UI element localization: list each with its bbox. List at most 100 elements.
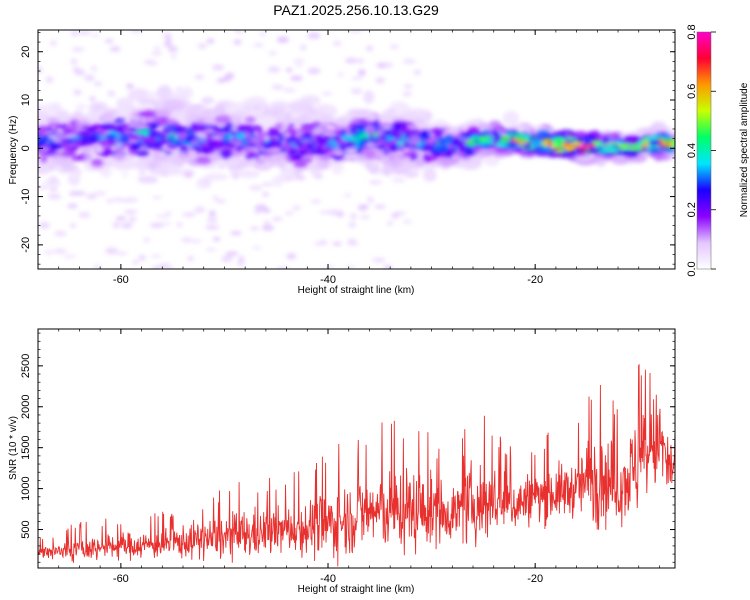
heatmap-cell [536,130,551,140]
heatmap-speckle [163,42,173,47]
heatmap-speckle [236,259,245,267]
spectrogram-x-tick-label: -60 [113,274,129,286]
heatmap-cell [322,131,335,137]
heatmap-speckle [283,88,296,93]
heatmap-speckle [208,210,217,217]
heatmap-speckle [194,131,207,137]
heatmap-cell [316,149,327,156]
heatmap-speckle [123,209,138,215]
heatmap-cell [110,145,117,152]
heatmap-cell [366,127,375,135]
heatmap-cell [101,112,114,123]
heatmap-cell [357,132,367,140]
heatmap-cell [236,125,246,133]
heatmap-speckle [160,222,172,226]
heatmap-speckle [249,226,260,231]
heatmap-cell [303,139,310,144]
heatmap-cell [320,139,330,144]
heatmap-speckle [104,39,114,43]
heatmap-speckle [116,251,128,256]
heatmap-speckle [115,216,127,221]
snr-y-tick-label: 1000 [20,476,32,500]
heatmap-speckle [71,47,85,52]
heatmap-speckle [157,151,167,157]
heatmap-speckle [402,58,416,65]
spectrogram-panel: -60 -40 -20 -20 -10 0 10 20 Height of straight … [8,29,676,296]
heatmap-speckle [206,217,219,223]
heatmap-cell [604,144,616,153]
heatmap-speckle [295,63,303,68]
heatmap-speckle [292,124,303,129]
heatmap-cell [71,155,87,161]
heatmap-cell [554,137,564,145]
heatmap-cell [40,155,48,163]
spectrogram-y-axis-label: Frequency (Hz) [8,116,19,185]
heatmap-speckle [345,57,358,64]
heatmap-speckle [299,44,307,51]
snr-background [38,329,675,568]
heatmap-cell [224,127,232,133]
heatmap-cell [101,143,110,151]
heatmap-cell [234,109,249,117]
heatmap-cell [201,96,215,105]
heatmap-speckle [89,95,96,103]
heatmap-speckle [254,207,262,215]
spectrogram-y-tick-label: 10 [20,94,32,106]
heatmap-speckle [285,68,293,73]
heatmap-speckle [233,30,244,33]
heatmap-cell [195,156,212,165]
heatmap-speckle [292,59,306,63]
heatmap-speckle [46,133,58,141]
heatmap-speckle [391,177,406,183]
heatmap-cell [346,140,356,147]
heatmap-cell [62,163,80,173]
heatmap-cell [433,144,442,151]
heatmap-speckle [259,31,266,37]
heatmap-speckle [366,45,373,52]
heatmap-cell [412,130,420,136]
heatmap-speckle [216,199,227,204]
heatmap-cell [84,136,93,141]
heatmap-speckle [262,147,272,153]
heatmap-speckle [170,53,177,59]
heatmap-speckle [85,193,97,200]
heatmap-speckle [212,237,221,242]
heatmap-speckle [132,260,139,265]
heatmap-speckle [38,104,43,110]
heatmap-cell [572,140,583,146]
heatmap-speckle [151,195,163,199]
heatmap-speckle [105,247,118,255]
heatmap-cell [370,120,381,128]
colorbar-tick-label: 0.0 [686,261,698,276]
heatmap-cell [137,98,159,107]
heatmap-cell [404,131,412,135]
heatmap-speckle [138,254,146,261]
heatmap-cell [352,123,367,130]
heatmap-speckle [263,134,271,141]
heatmap-cell [651,121,667,133]
heatmap-speckle [252,131,260,136]
heatmap-cell [244,116,256,124]
heatmap-cell [516,138,527,146]
heatmap-cell [137,175,159,184]
heatmap-speckle [90,33,100,38]
heatmap-cell [120,124,130,130]
heatmap-speckle [389,44,399,49]
heatmap-cell [309,150,317,156]
heatmap-speckle [130,30,144,34]
colorbar-ticks: 0.0 0.2 0.4 0.6 0.8 [686,24,716,277]
heatmap-speckle [203,127,215,133]
heatmap-speckle [47,193,62,200]
heatmap-speckle [187,255,194,262]
heatmap-speckle [283,131,292,139]
heatmap-cell [664,141,671,147]
heatmap-speckle [345,265,356,269]
heatmap-cell [253,114,279,131]
heatmap-speckle [290,75,303,81]
heatmap-speckle [327,158,337,164]
heatmap-speckle [364,164,372,168]
heatmap-speckle [170,160,185,165]
heatmap-speckle [263,220,271,225]
heatmap-speckle [143,237,151,243]
